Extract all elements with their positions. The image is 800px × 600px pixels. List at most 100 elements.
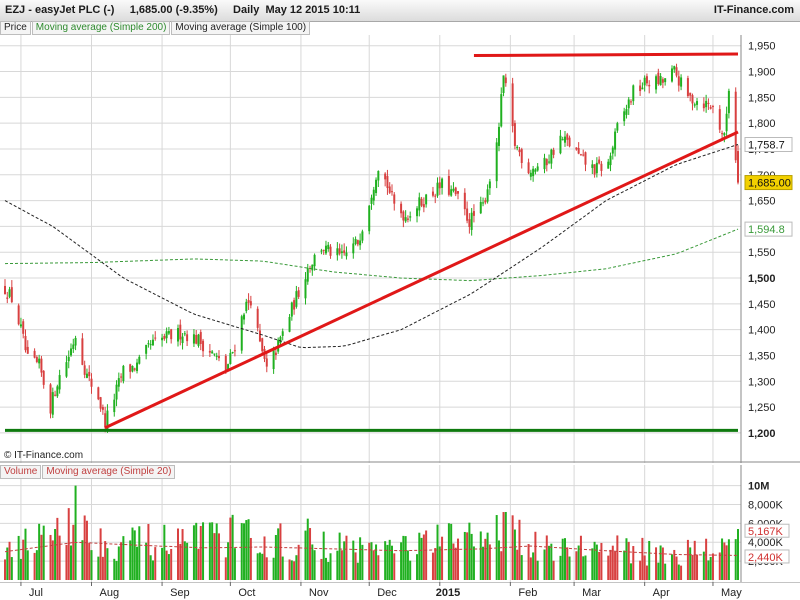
ma100-line: [4, 144, 739, 349]
candle-body: [40, 358, 43, 373]
candle: [229, 349, 232, 365]
candle-body: [229, 353, 232, 364]
candle: [566, 132, 569, 147]
chart-title: EZJ - easyJet PLC (-) 1,685.00 (-9.35%) …: [5, 4, 361, 16]
candle: [370, 194, 373, 210]
volume-bar: [213, 533, 216, 580]
candle-body: [559, 135, 562, 154]
candle: [431, 186, 434, 198]
candle-body: [138, 356, 141, 364]
candle: [340, 244, 343, 259]
candle-body: [497, 126, 500, 146]
price-tick-label: 1,350: [748, 350, 776, 362]
candle-body: [543, 157, 546, 170]
candle: [648, 80, 651, 94]
volume-bar: [72, 524, 75, 580]
volume-bar: [306, 518, 309, 580]
candle-body: [115, 384, 118, 400]
candle: [584, 151, 587, 172]
candle: [311, 264, 314, 276]
candle: [536, 163, 539, 172]
candle: [272, 346, 275, 374]
candle-body: [213, 353, 216, 355]
volume-bar: [479, 531, 482, 580]
legend-price[interactable]: Price: [0, 21, 31, 35]
candle-body: [582, 154, 585, 156]
candle: [361, 229, 364, 244]
volume-bar: [568, 556, 571, 580]
volume-bar: [81, 540, 84, 580]
candle-body: [117, 378, 120, 387]
candle: [163, 333, 166, 341]
volume-bar: [195, 522, 198, 580]
candle-body: [38, 358, 41, 364]
volume-bar: [97, 556, 100, 580]
candle: [737, 145, 739, 185]
candle: [177, 324, 180, 347]
candle-body: [609, 155, 612, 166]
candle-body: [322, 249, 325, 251]
candle: [486, 184, 489, 204]
volume-bar: [497, 540, 500, 580]
candle-body: [22, 321, 25, 334]
candle: [434, 193, 437, 204]
candle-body: [723, 133, 726, 136]
candle: [243, 312, 246, 325]
candle-body: [327, 244, 330, 250]
price-tick-label: 1,500: [748, 273, 776, 285]
candle: [4, 279, 6, 295]
candle: [122, 364, 125, 384]
candle: [58, 369, 61, 394]
candle-body: [370, 197, 373, 204]
candle: [85, 368, 88, 379]
candle: [497, 122, 500, 152]
candle-body: [550, 149, 553, 164]
candle: [388, 182, 391, 194]
price-tick-label: 1,300: [748, 376, 776, 388]
legend-vol-ma20[interactable]: Moving average (Simple 20): [42, 465, 176, 479]
candle-body: [265, 358, 268, 367]
volume-bar: [149, 555, 152, 580]
candle-body: [51, 392, 54, 415]
candle-body: [311, 264, 314, 271]
volume-bar: [447, 523, 450, 580]
legend-volume[interactable]: Volume: [0, 465, 42, 479]
volume-bar: [338, 532, 341, 580]
volume-bar: [74, 485, 77, 580]
candle: [386, 169, 389, 195]
volume-bar: [438, 546, 441, 580]
legend-ma100[interactable]: Moving average (Simple 100): [171, 21, 311, 35]
volume-bar: [595, 544, 598, 580]
candle: [261, 337, 264, 354]
candle-body: [33, 350, 36, 358]
candle: [616, 121, 619, 133]
volume-bar: [231, 514, 234, 580]
volume-bar: [552, 560, 555, 580]
volume-bar: [545, 535, 548, 580]
candle-body: [470, 212, 473, 230]
candle: [402, 210, 405, 228]
legend-ma200[interactable]: Moving average (Simple 200): [31, 21, 171, 35]
volume-bar: [224, 557, 227, 580]
candle-body: [104, 413, 107, 428]
volume-bar: [457, 538, 460, 580]
candle-body: [552, 149, 555, 155]
candle-body: [336, 248, 339, 256]
candle-body: [511, 83, 514, 127]
candle-body: [468, 219, 471, 227]
candle: [438, 176, 441, 195]
candle-body: [680, 77, 683, 87]
candle-body: [293, 300, 296, 310]
volume-bar: [452, 543, 455, 580]
volume-bar: [161, 547, 164, 580]
volume-bar: [309, 528, 312, 580]
candle: [561, 136, 564, 141]
candle-body: [518, 149, 521, 153]
candle: [529, 169, 532, 181]
volume-bar: [70, 545, 73, 580]
candle-body: [306, 268, 309, 282]
volume-bar: [211, 522, 214, 580]
candle-body: [167, 331, 170, 334]
candle: [680, 74, 683, 91]
candle: [664, 78, 667, 86]
